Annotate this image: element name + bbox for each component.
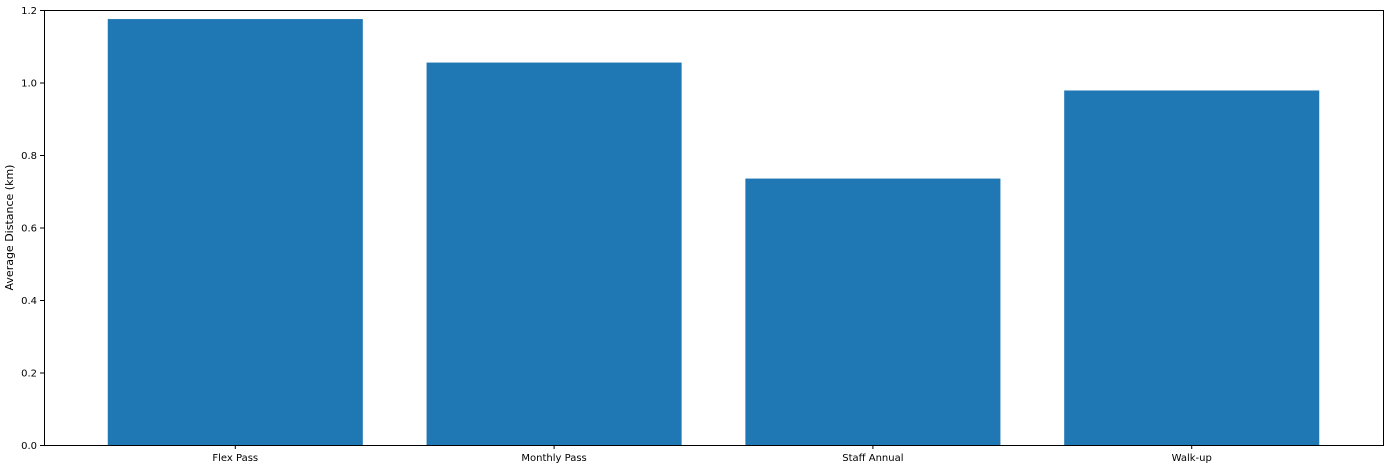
bar-walk-up — [1064, 90, 1320, 445]
x-tick-label: Walk-up — [1172, 453, 1212, 464]
y-tick-label: 0.6 — [21, 224, 37, 235]
y-axis: 0.0 0.2 0.4 0.6 0.8 1.0 1.2 — [21, 6, 44, 452]
y-tick-label: 0.8 — [21, 151, 37, 162]
y-tick-label: 0.4 — [21, 296, 37, 307]
bar-staff-annual — [745, 178, 1001, 445]
bar-flex-pass — [107, 19, 363, 445]
x-tick-label: Monthly Pass — [521, 453, 586, 464]
x-axis: Flex Pass Monthly Pass Staff Annual Walk-up — [212, 445, 1212, 464]
y-tick-label: 1.2 — [21, 6, 37, 17]
y-tick-label: 1.0 — [21, 79, 37, 90]
x-tick-label: Staff Annual — [842, 453, 903, 464]
bar-monthly-pass — [426, 62, 682, 445]
x-tick-label: Flex Pass — [212, 453, 258, 464]
y-tick-label: 0.0 — [21, 441, 37, 452]
y-tick-label: 0.2 — [21, 369, 37, 380]
y-axis-label: Average Distance (km) — [3, 165, 16, 291]
bars-group — [107, 19, 1320, 445]
plot-frame — [44, 10, 1384, 446]
